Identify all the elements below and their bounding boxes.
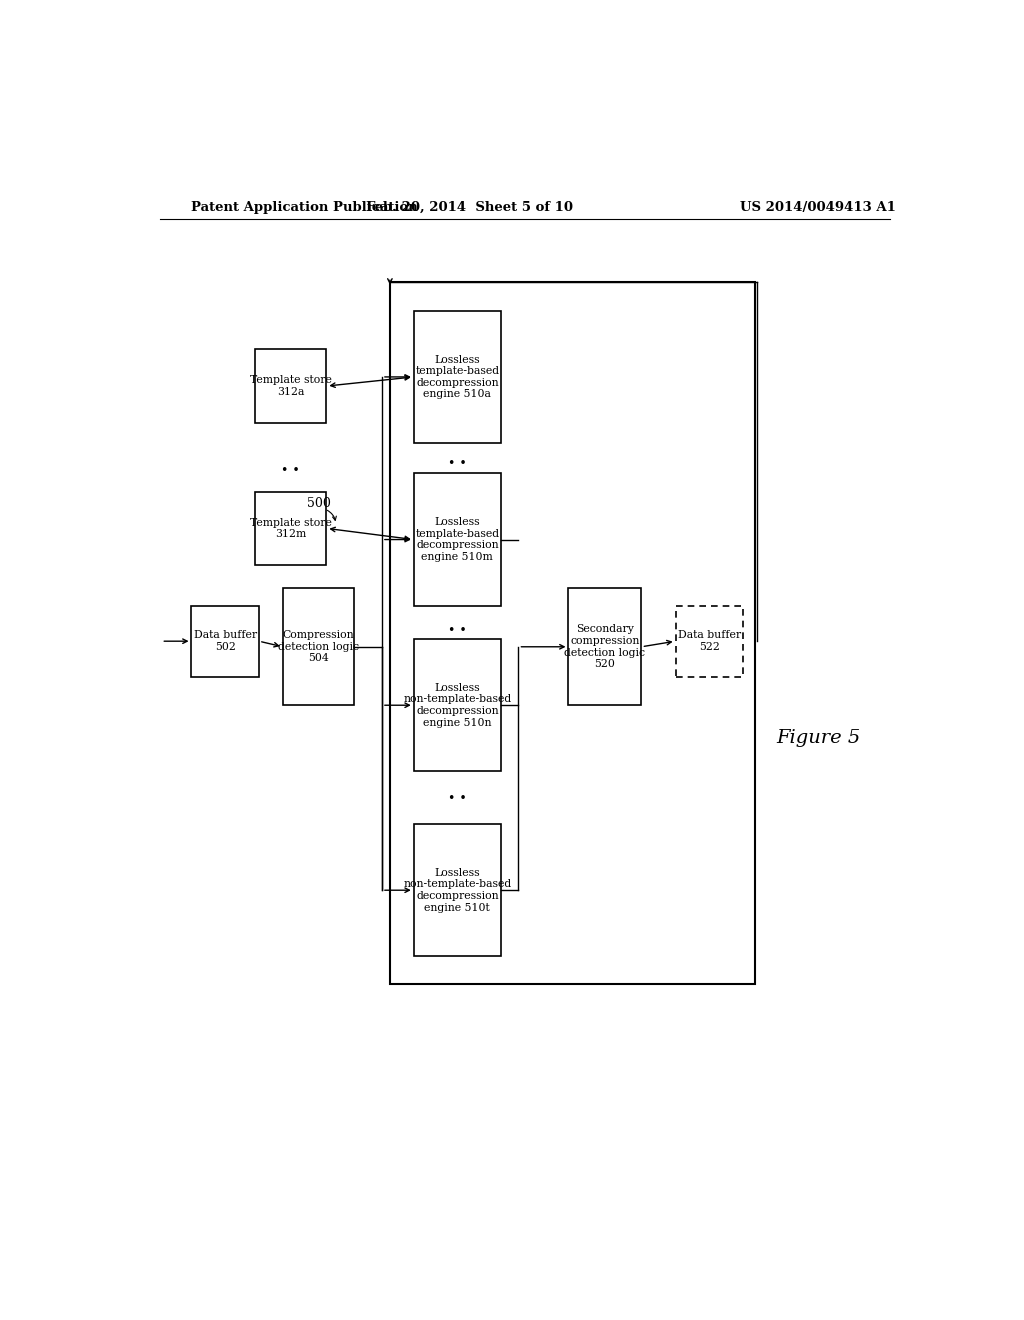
Text: Data buffer
502: Data buffer 502 <box>194 631 257 652</box>
Bar <box>414 639 501 771</box>
Bar <box>676 606 743 677</box>
Text: Data buffer
522: Data buffer 522 <box>678 631 741 652</box>
Bar <box>191 606 259 677</box>
Text: Secondary
compression
detection logic
520: Secondary compression detection logic 52… <box>564 624 645 669</box>
Bar <box>414 824 501 956</box>
Text: • •: • • <box>447 623 467 636</box>
Bar <box>414 474 501 606</box>
Text: Feb. 20, 2014  Sheet 5 of 10: Feb. 20, 2014 Sheet 5 of 10 <box>366 201 572 214</box>
Bar <box>414 312 501 444</box>
Text: • •: • • <box>447 792 467 805</box>
Text: • •: • • <box>447 457 467 470</box>
Bar <box>390 282 755 983</box>
Text: Figure 5: Figure 5 <box>776 729 860 747</box>
Text: 500: 500 <box>306 498 331 511</box>
Text: US 2014/0049413 A1: US 2014/0049413 A1 <box>740 201 896 214</box>
Text: Patent Application Publication: Patent Application Publication <box>191 201 418 214</box>
Text: Template store
312a: Template store 312a <box>250 375 332 397</box>
Bar <box>255 350 327 422</box>
Text: Lossless
non-template-based
decompression
engine 510t: Lossless non-template-based decompressio… <box>403 867 511 912</box>
Text: Template store
312m: Template store 312m <box>250 517 332 539</box>
Text: Lossless
template-based
decompression
engine 510m: Lossless template-based decompression en… <box>416 517 500 562</box>
Text: Lossless
template-based
decompression
engine 510a: Lossless template-based decompression en… <box>416 355 500 400</box>
Bar <box>568 589 641 705</box>
Text: Lossless
non-template-based
decompression
engine 510n: Lossless non-template-based decompressio… <box>403 682 511 727</box>
Text: • •: • • <box>282 463 300 477</box>
Text: Compression
detection logic
504: Compression detection logic 504 <box>278 630 359 664</box>
Bar <box>283 589 354 705</box>
Bar <box>255 492 327 565</box>
